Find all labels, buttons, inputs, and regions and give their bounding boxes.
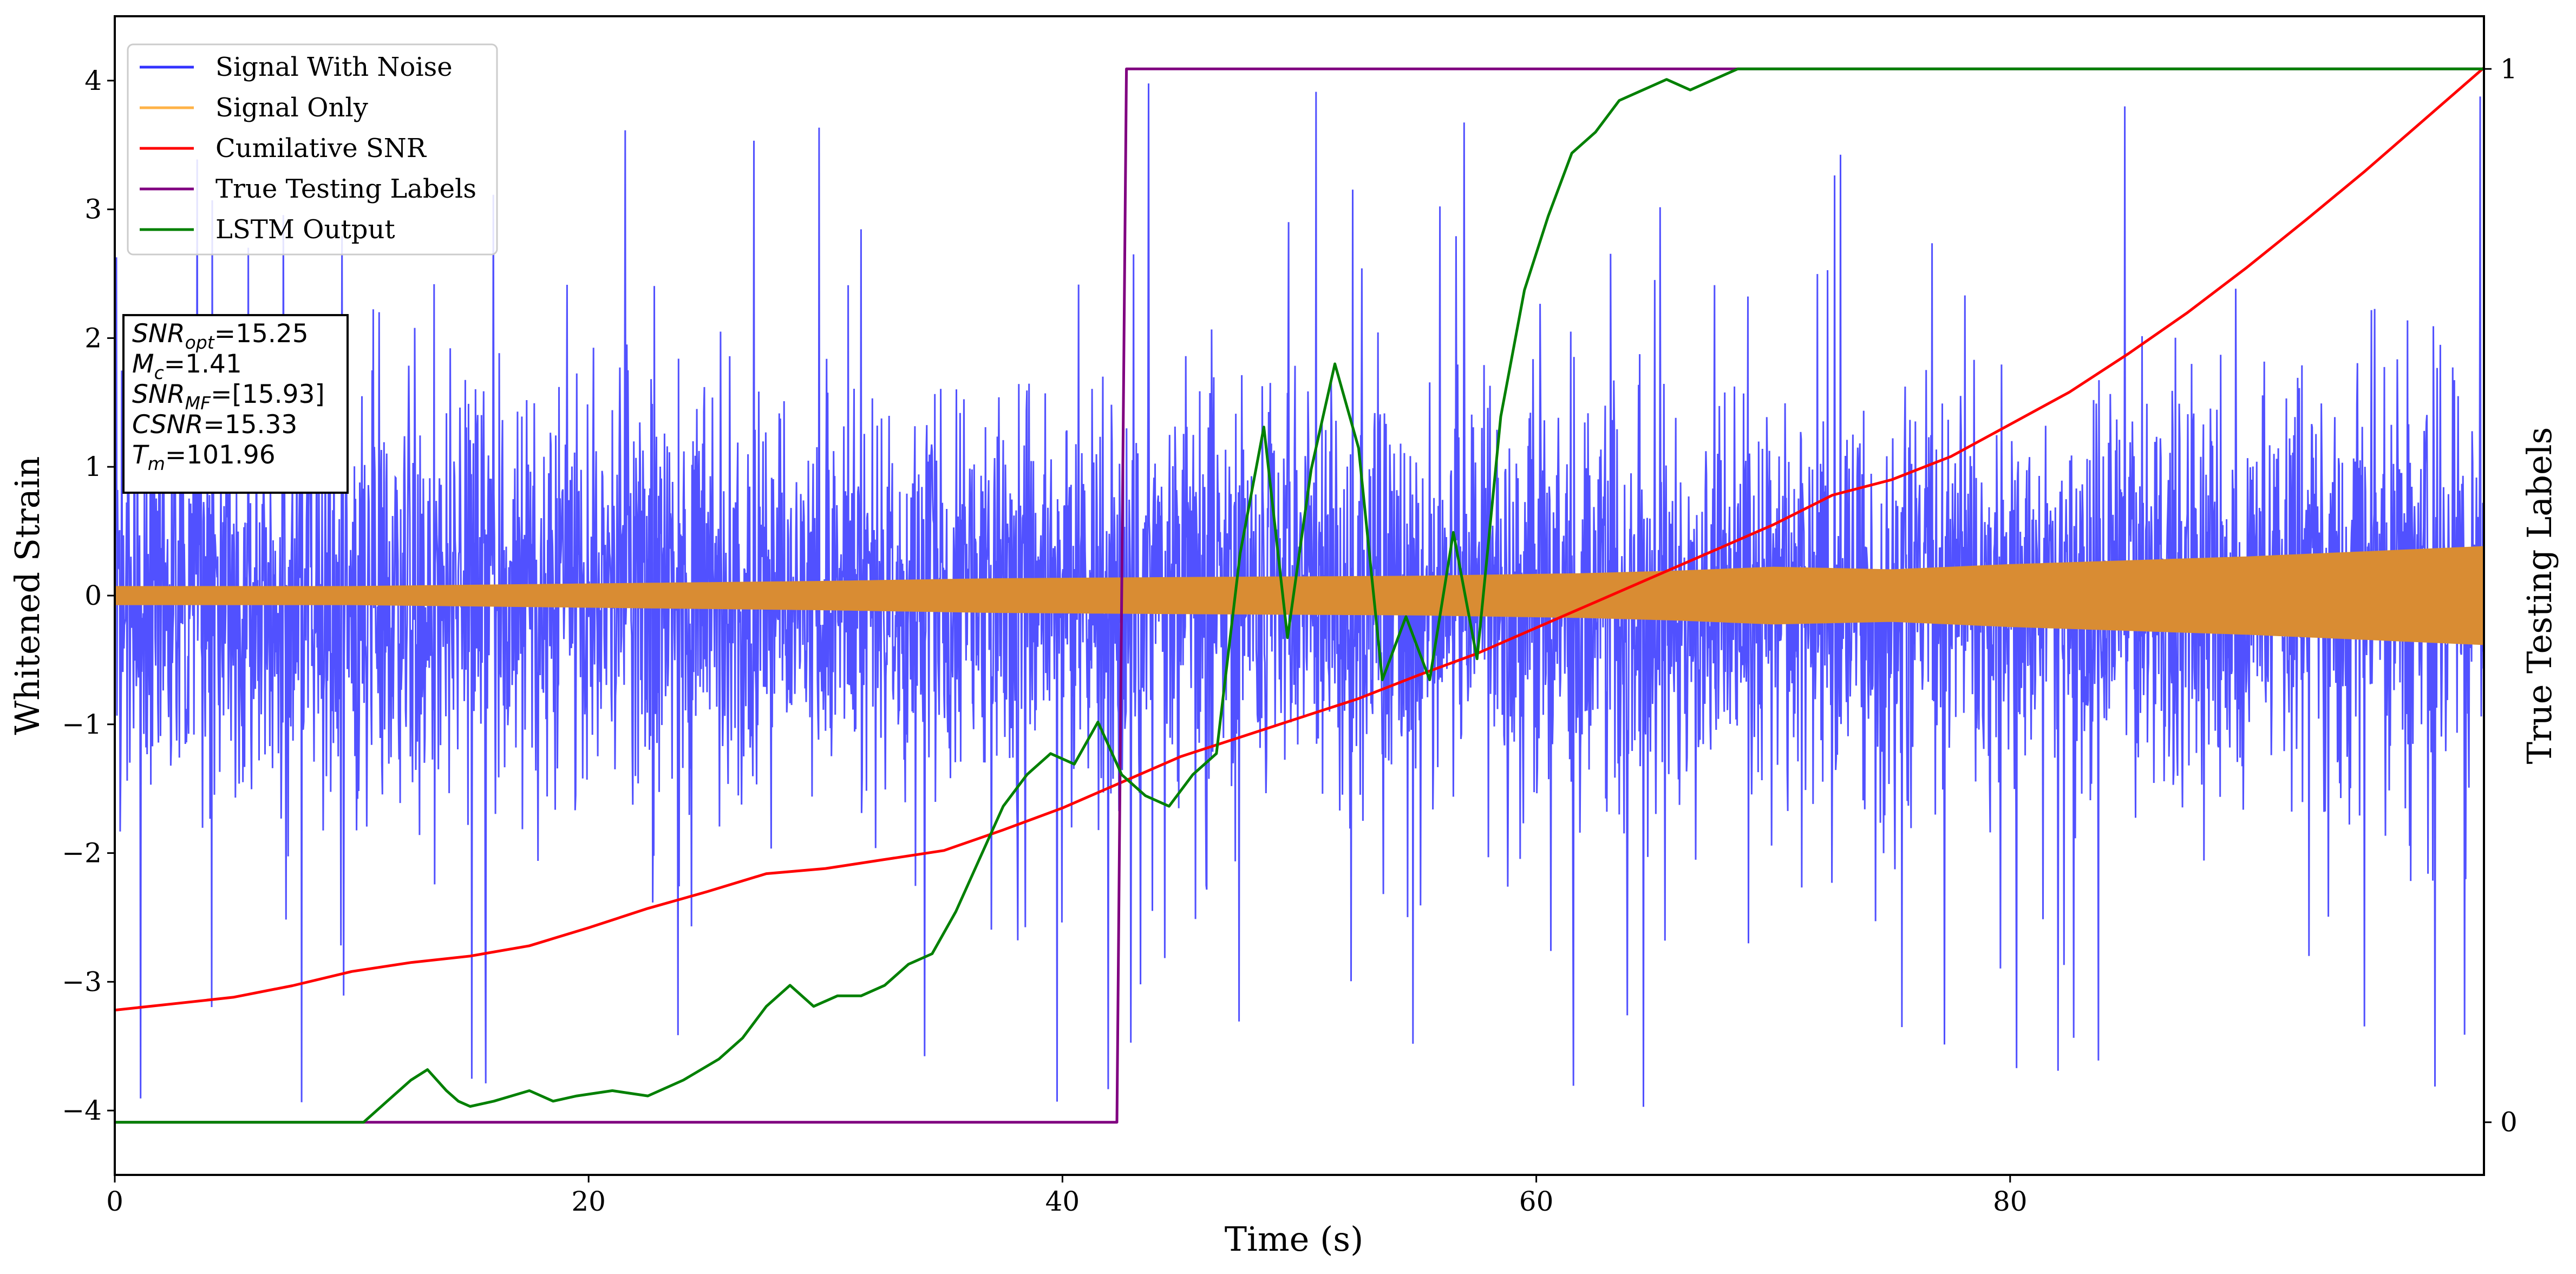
legend-label-cumilative-snr: Cumilative SNR — [215, 133, 427, 164]
x-tick-label: 40 — [1045, 1186, 1080, 1217]
series-layer — [115, 67, 2484, 1124]
info-line: SNRopt=15.25 — [132, 319, 309, 353]
series-lstm-output — [115, 67, 2484, 1124]
series-cumilative-snr — [115, 67, 2484, 1012]
y-tick-label: −4 — [62, 1095, 102, 1126]
x-tick-label: 60 — [1519, 1186, 1554, 1217]
x-axis-label: Time (s) — [1225, 1219, 1364, 1259]
y-axis-label: Whitened Strain — [8, 456, 47, 735]
info-line: Tm=101.96 — [132, 440, 276, 474]
y-tick-label: 1 — [84, 451, 102, 482]
y-tick-label: −1 — [62, 709, 102, 740]
y-tick-label: 2 — [84, 322, 102, 354]
series-signal-with-noise — [115, 83, 2484, 1107]
y-tick-label: −3 — [62, 966, 102, 997]
x-tick-label: 0 — [106, 1186, 123, 1217]
legend: Signal With Noise Signal Only Cumilative S… — [127, 43, 498, 256]
legend-frame — [127, 43, 498, 256]
info-line: CSNR=15.33 — [132, 410, 297, 440]
x-tick-label: 20 — [571, 1186, 606, 1217]
info-box: SNRopt=15.25Mc=1.41SNRMF=[15.93]CSNR=15.… — [122, 314, 349, 494]
y2-axis-label: True Testing Labels — [2520, 427, 2559, 765]
legend-label-signal-only: Signal Only — [215, 93, 368, 123]
y-tick-label: 3 — [84, 194, 102, 225]
x-tick-label: 80 — [1993, 1186, 2028, 1217]
legend-label-signal-with-noise: Signal With Noise — [215, 52, 453, 82]
y2-tick-label: 0 — [2500, 1107, 2518, 1138]
legend-label-true-testing-labels: True Testing Labels — [215, 174, 476, 204]
info-line: SNRMF=[15.93] — [132, 380, 325, 414]
y-tick-label: 4 — [84, 65, 102, 96]
y2-tick-label: 1 — [2500, 53, 2518, 84]
legend-label-lstm-output: LSTM Output — [215, 214, 395, 245]
y-tick-label: −2 — [62, 838, 102, 869]
y-tick-label: 0 — [84, 580, 102, 611]
info-line: Mc=1.41 — [132, 349, 242, 383]
series-signal-only — [115, 546, 2484, 645]
info-box-frame — [122, 314, 349, 494]
